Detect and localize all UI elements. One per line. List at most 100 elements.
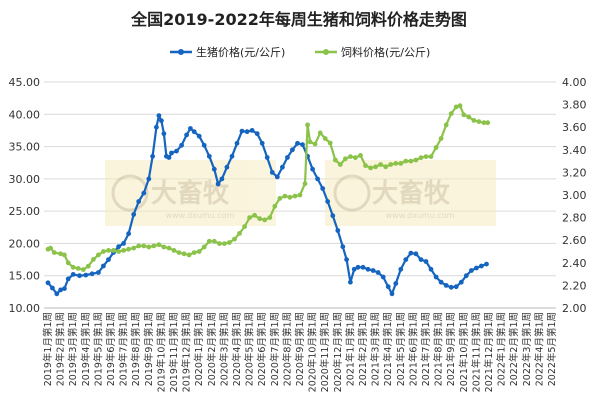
- x-tick-label: 2019年9月第1周: [143, 312, 155, 386]
- x-tick-label: 2019年3月第1周: [67, 312, 79, 386]
- y-right-tick-label: 2.40: [562, 257, 587, 270]
- series-1-point: [485, 120, 491, 126]
- series-0-point: [156, 113, 162, 118]
- series-0-point: [201, 142, 207, 148]
- series-0-point: [239, 128, 245, 134]
- series-0-point: [62, 286, 67, 291]
- series-1-point: [471, 118, 477, 123]
- series-0-point: [344, 257, 349, 262]
- series-1-point: [438, 136, 444, 141]
- series-1-point: [408, 158, 414, 164]
- series-1-point: [58, 251, 63, 257]
- series-1-point: [307, 139, 313, 145]
- series-1-point: [65, 260, 71, 266]
- x-tick-label: 2020年4月第1周: [231, 312, 243, 386]
- series-1-point: [418, 155, 424, 161]
- x-tick-label: 2021年10月第1周: [458, 312, 470, 392]
- series-1-point: [398, 161, 404, 166]
- y-right-tick-label: 3.80: [562, 99, 587, 112]
- series-1-point: [448, 111, 454, 116]
- series-1-point: [96, 252, 101, 258]
- y-right-tick-label: 2.00: [562, 302, 587, 315]
- series-1-point: [51, 250, 57, 256]
- x-tick-label: 2020年3月第1周: [218, 312, 230, 386]
- series-0-point: [474, 265, 479, 271]
- watermark-right: 大畜牧 www.dxumu.com: [325, 160, 496, 226]
- x-tick-label: 2019年4月第1周: [80, 312, 92, 386]
- x-tick-label: 2019年6月第1周: [105, 312, 117, 386]
- series-0-point: [443, 283, 449, 288]
- series-0-point: [259, 140, 265, 146]
- series-1-point: [378, 162, 383, 167]
- series-1-point: [348, 154, 353, 160]
- x-tick-label: 2020年8月第1周: [281, 312, 293, 386]
- series-0-point: [150, 153, 156, 159]
- series-1-point: [433, 145, 439, 150]
- series-0-point: [83, 272, 89, 278]
- series-1-point: [136, 243, 142, 249]
- series-1-point: [363, 163, 368, 169]
- series-0-point: [280, 164, 285, 170]
- watermark-left-url: www.dxumu.com: [166, 211, 235, 220]
- x-tick-label: 2019年2月第1周: [55, 312, 67, 386]
- x-tick-label: 2020年10月第1周: [307, 312, 319, 392]
- series-1-point: [312, 141, 318, 147]
- series-1-point: [383, 164, 389, 170]
- series-1-point: [262, 217, 268, 223]
- series-1-point: [196, 249, 202, 254]
- series-0-point: [484, 261, 489, 267]
- series-0-point: [448, 284, 454, 290]
- x-tick-label: 2020年11月第1周: [319, 312, 331, 392]
- series-0-point: [264, 155, 270, 160]
- series-1-point: [257, 216, 263, 222]
- series-1-point: [481, 120, 487, 126]
- series-1-point: [393, 161, 399, 166]
- series-1-point: [75, 266, 81, 271]
- series-1-point: [242, 224, 248, 230]
- x-tick-label: 2020年1月第1周: [193, 312, 205, 386]
- series-0-point: [161, 131, 167, 137]
- series-0-point: [159, 118, 164, 124]
- series-1-point: [267, 215, 273, 221]
- x-tick-label: 2019年8月第1周: [130, 312, 142, 386]
- series-0-point: [179, 142, 185, 148]
- series-1-point: [305, 122, 310, 128]
- series-0-point: [285, 155, 290, 160]
- series-1-point: [277, 196, 283, 201]
- series-lines: [45, 103, 491, 297]
- watermark-left-logo-icon: [111, 174, 149, 212]
- x-tick-label: 2021年8月第1周: [433, 312, 445, 386]
- series-0-point: [89, 271, 95, 277]
- x-tick-label: 2019年11月第1周: [168, 312, 180, 392]
- series-0-point: [141, 190, 147, 196]
- legend-label-feed: 饲料价格(元/公斤): [341, 45, 430, 59]
- x-tick-label: 2022年5月第1周: [546, 312, 558, 386]
- series-1-point: [106, 248, 111, 253]
- series-0-point: [351, 266, 357, 272]
- series-1-point: [191, 250, 197, 256]
- x-tick-label: 2019年5月第1周: [92, 312, 104, 386]
- x-tick-label: 2022年4月第1周: [533, 312, 545, 386]
- legend: 生猪价格(元/公斤) 饲料价格(元/公斤): [170, 45, 430, 59]
- series-0-point: [463, 273, 469, 279]
- x-tick-label: 2021年7月第1周: [420, 312, 432, 386]
- series-0-point: [385, 284, 391, 290]
- y-left-tick-label: 15.00: [9, 270, 41, 283]
- series-0-point: [184, 132, 190, 138]
- series-line-0: [47, 114, 487, 295]
- series-0-point: [330, 213, 336, 219]
- series-1-point: [461, 112, 467, 118]
- series-1-point: [428, 154, 434, 160]
- y-right-tick-label: 2.80: [562, 212, 587, 225]
- y-left-tick-label: 10.00: [9, 302, 41, 315]
- legend-marker-feed: [323, 49, 329, 55]
- y-right-tick-label: 3.60: [562, 121, 587, 134]
- series-1-point: [292, 193, 298, 199]
- series-1-point: [443, 122, 449, 128]
- series-0-point: [206, 153, 212, 159]
- x-tick-label: 2021年12月第1周: [483, 312, 495, 392]
- series-0-point: [191, 129, 197, 135]
- series-0-point: [219, 176, 225, 182]
- series-0-point: [375, 270, 381, 275]
- series-0-point: [215, 181, 221, 187]
